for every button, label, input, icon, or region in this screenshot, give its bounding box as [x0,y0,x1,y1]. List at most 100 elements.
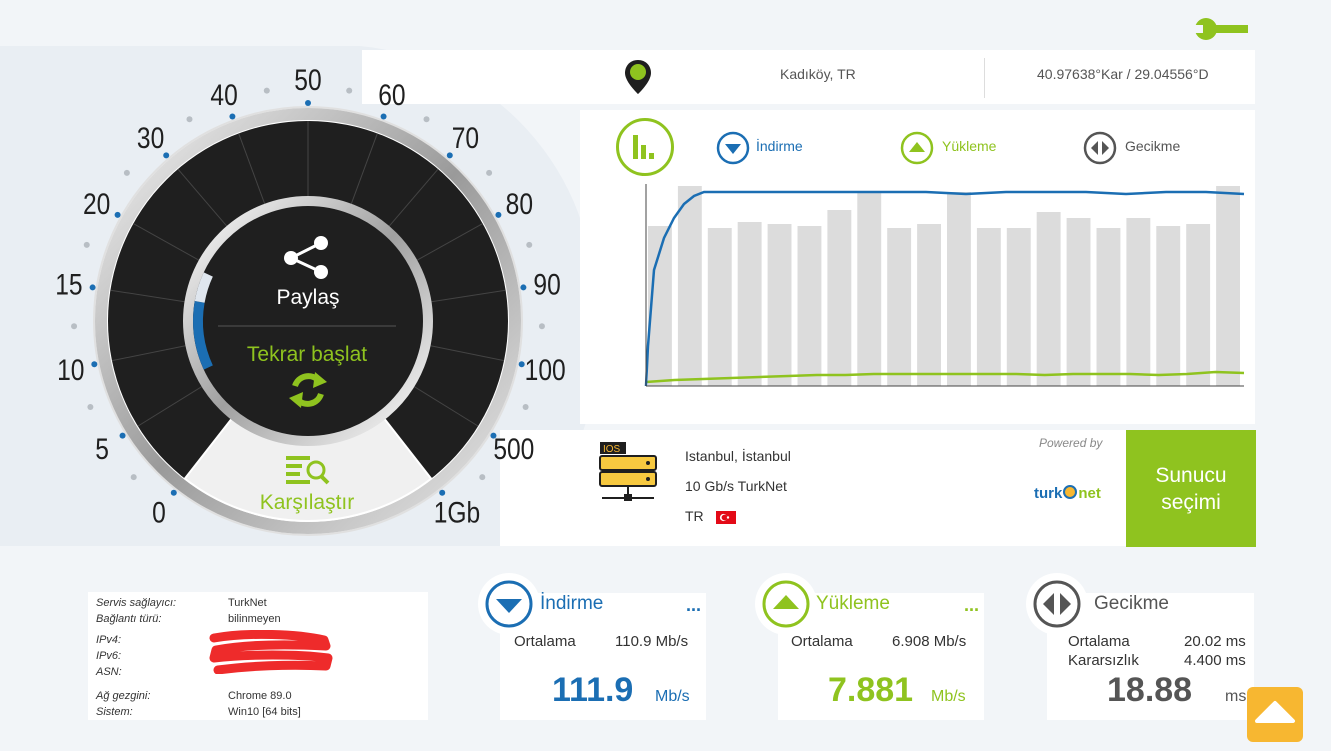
chart-bar [1186,224,1211,386]
scroll-top-button[interactable] [1247,687,1303,742]
server-city: Istanbul, İstanbul [685,448,791,464]
location-pin-icon [624,59,652,100]
compare-label[interactable]: Karşılaştır [260,491,355,514]
gauge-scale-label: 5 [95,432,109,466]
chart-bar [947,192,971,386]
server-select-button[interactable]: Sunucu seçimi [1126,430,1256,547]
gauge-scale-label: 500 [493,432,534,466]
latency-unit: ms [1225,688,1247,705]
gauge-scale-label: 1Gb [434,495,480,529]
latency-icon [1083,131,1117,165]
gauge-scale-label: 60 [378,78,405,112]
gauge-dot [538,323,545,330]
server-icon: IOS [598,440,658,504]
gauge-tick-mark [170,489,177,496]
gauge-scale-label: 0 [152,495,166,529]
info-value: bilinmeyen [228,613,281,625]
gauge-segment-line [425,344,505,362]
gauge-dot [346,87,353,94]
logo-globe-icon [1063,485,1078,499]
legend-upload-label: Yükleme [942,138,997,154]
gauge-tick-mark [446,152,453,159]
gauge-scale-label: 10 [57,353,84,387]
download-icon [716,131,750,165]
upload-more-button[interactable]: ... [964,595,980,615]
upload-card-icon [755,573,817,635]
download-avg-label: Ortalama [514,633,576,650]
gauge-chrome-ring [95,108,521,534]
upload-series-line [645,370,1245,384]
chart-bar [737,222,762,386]
gauge-segment-line [409,383,479,427]
chart-bar [887,228,912,386]
gauge-dot [87,404,94,411]
gauge-dot [71,323,78,330]
chart-bar [1066,218,1091,386]
gauge-tick-mark [439,489,446,496]
chart-type-icon[interactable] [616,118,674,176]
upload-avg-value: 6.908 Mb/s [892,633,967,650]
chart-bar [1036,212,1061,386]
latency-value: 18.88 [1107,671,1193,709]
latency-avg-label: Ortalama [1068,633,1130,650]
restart-label[interactable]: Tekrar başlat [247,343,367,366]
server-badge: IOS [603,444,621,455]
share-icon[interactable] [284,236,328,279]
chart-bar [976,228,1001,386]
gauge-dot [123,169,130,176]
gauge-scale-label: 100 [525,353,566,387]
gauge-dot [83,241,90,248]
gauge-segment-line [110,289,190,304]
compare-icon[interactable] [286,456,330,485]
download-title: İndirme [540,593,604,614]
restart-icon[interactable] [289,372,327,408]
speed-gauge: Paylaş Tekrar başlat Karşılaştır 0 5 10 15 2… [55,63,566,536]
download-unit: Mb/s [655,688,690,705]
gauge-scale-label: 20 [83,187,110,221]
gauge-tick-mark [119,432,126,439]
gauge-tick-mark [518,361,525,368]
chart-bar [917,224,941,386]
download-more-button[interactable]: ... [686,595,702,615]
info-value: Win10 [64 bits] [228,706,301,718]
gauge-scale-label: 50 [294,63,321,97]
info-label: Bağlantı türü: [96,613,162,625]
gauge-dot [263,87,270,94]
chart-bar [857,192,882,386]
gauge-segment-line [111,344,191,362]
chart-bar [1156,226,1181,386]
download-avg-value: 110.9 Mb/s [615,633,689,650]
gauge-segment-line [412,223,483,263]
gauge-segment-line [238,133,267,209]
gauge-segment-line [137,383,207,427]
share-label[interactable]: Paylaş [276,286,339,309]
upload-value: 7.881 [828,671,914,709]
info-label: ASN: [96,666,122,678]
gauge-scale-label: 15 [55,267,82,301]
chart-bar [797,226,822,386]
redaction-scribble [208,629,333,675]
gauge-progress-arc-light [194,272,213,303]
logo-text-part2: net [1078,485,1101,502]
info-label: Ağ gezgini: [96,690,151,702]
gauge-scale-label: 80 [506,187,533,221]
server-country: TR [685,508,704,524]
gauge-segment-line [133,223,204,263]
gauge-dot [486,169,493,176]
gauge-segment-line [177,168,231,231]
upload-icon [900,131,934,165]
server-panel: IOS Istanbul, İstanbul 10 Gb/s TurkNet T… [500,430,1126,546]
speed-chart [644,184,1245,387]
location-divider [984,58,985,98]
chart-bar [1006,228,1031,386]
gauge-tick-mark [490,432,497,439]
download-series-line [644,190,1245,387]
gauge-scale-label: 90 [533,267,560,301]
chart-bar [1216,186,1240,386]
gauge-tick-mark [91,361,98,368]
chart-bar [1096,228,1121,386]
upload-avg-label: Ortalama [791,633,853,650]
gauge-dot [522,404,529,411]
info-value: Chrome 89.0 [228,690,292,702]
settings-wrench-icon[interactable] [1192,14,1250,44]
